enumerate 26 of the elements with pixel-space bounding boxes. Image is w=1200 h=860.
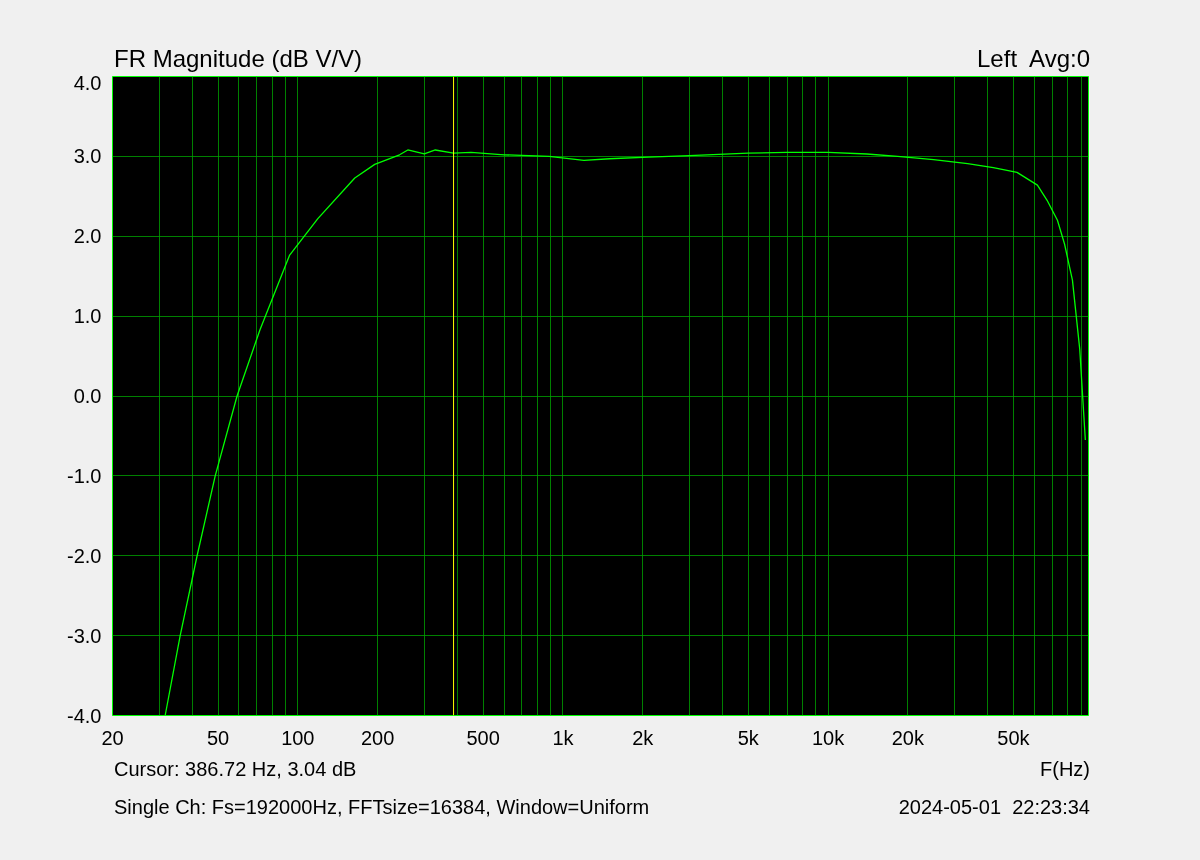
- text: Single Ch: Fs=192000Hz, FFTsize=16384, Window=Uniform: [114, 795, 650, 820]
- x-tick-label: 500: [466, 726, 500, 749]
- x-axis-title: F(Hz): [1040, 757, 1090, 782]
- x-tick-label: 200: [360, 726, 395, 749]
- y-tick-label: 4.0: [73, 71, 102, 94]
- y-tick-label: 2.0: [73, 225, 102, 248]
- chart-title: FR Magnitude (dB V/V): [114, 44, 363, 74]
- y-tick-label: -4.0: [67, 704, 102, 727]
- x-tick-label: 20k: [891, 726, 926, 749]
- x-tick-label: 100: [281, 726, 315, 749]
- y-tick-label: 0.0: [73, 385, 102, 407]
- chart-subtitle: Left Avg:0: [977, 44, 1090, 74]
- x-tick-label: 50k: [997, 726, 1031, 749]
- text: 2024-05-01 22:23:34: [898, 795, 1090, 820]
- x-tick-label: 10k: [811, 726, 846, 749]
- text: Cursor: 386.72 Hz, 3.04 dB: [114, 757, 357, 782]
- x-tick-label: 2k: [632, 726, 655, 749]
- x-tick-label: 1k: [552, 726, 575, 749]
- x-tick-label: 50: [206, 726, 230, 749]
- y-tick-label: 1.0: [73, 305, 102, 328]
- y-tick-label: -1.0: [67, 464, 102, 487]
- x-tick-label: 5k: [737, 726, 760, 749]
- y-tick-label: -3.0: [67, 624, 102, 647]
- y-tick-label: -2.0: [67, 544, 102, 567]
- y-tick-label: 3.0: [73, 145, 102, 168]
- x-tick-label: 20: [101, 726, 124, 749]
